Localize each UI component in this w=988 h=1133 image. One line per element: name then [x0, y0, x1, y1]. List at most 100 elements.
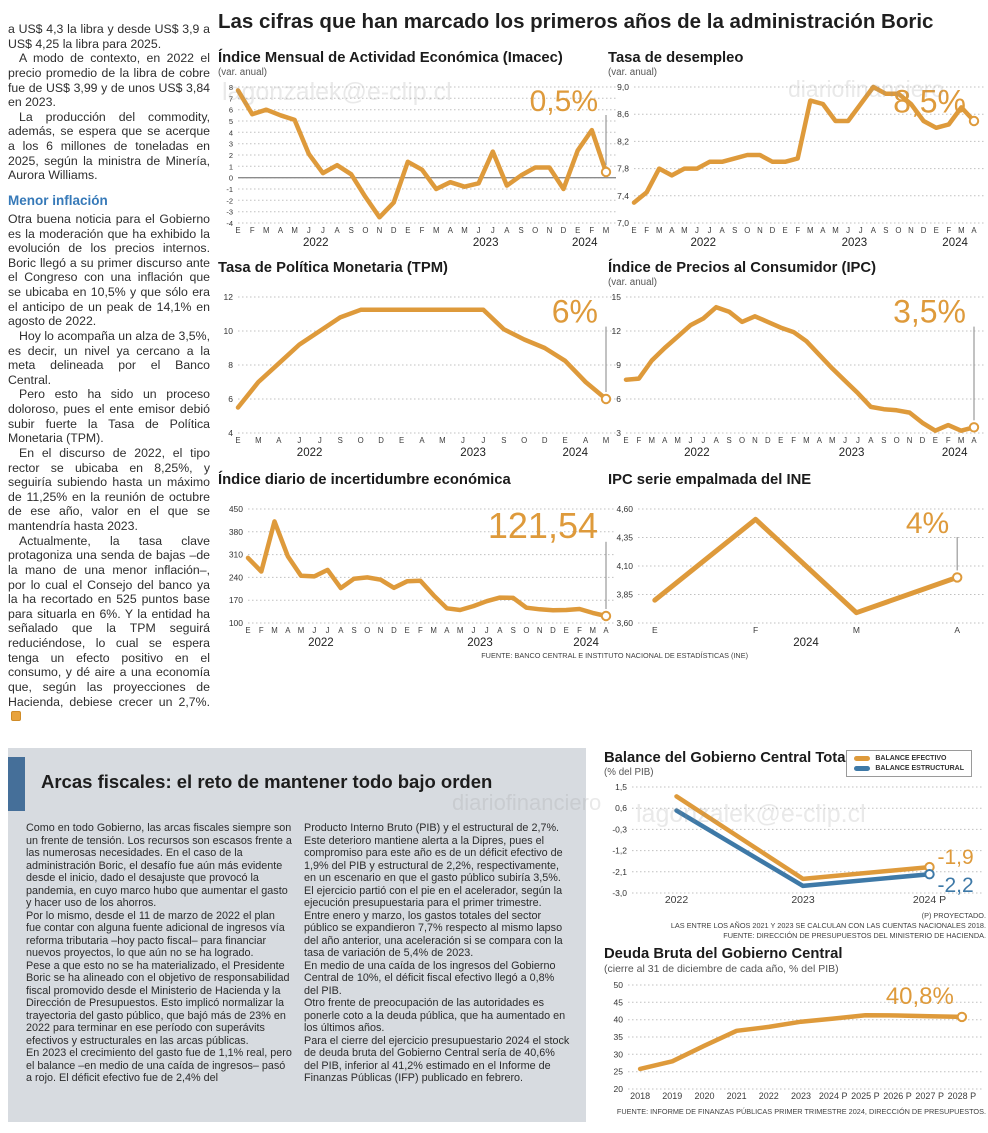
svg-text:D: D	[378, 436, 384, 445]
svg-text:A: A	[278, 226, 284, 235]
svg-text:F: F	[753, 625, 758, 635]
svg-text:J: J	[297, 436, 301, 445]
chart-desempleo: Tasa de desempleo (var. anual) 9,0 8,6 8,2…	[608, 50, 986, 251]
svg-text:M: M	[807, 226, 814, 235]
svg-text:M: M	[298, 626, 305, 635]
svg-text:J: J	[859, 226, 863, 235]
panel-paragraph: Pese a que esto no se ha materializado, …	[26, 959, 290, 1047]
svg-text:M: M	[430, 626, 437, 635]
svg-text:J: J	[843, 436, 847, 445]
svg-text:2024: 2024	[942, 447, 968, 459]
svg-text:O: O	[739, 436, 745, 445]
svg-text:F: F	[644, 226, 649, 235]
svg-text:N: N	[907, 436, 913, 445]
ipc-empalmada-plot: 4,60 4,35 4,10 3,85 3,60 E F M A 2024 4%	[608, 501, 986, 651]
svg-text:J: J	[695, 226, 699, 235]
svg-text:J: J	[471, 626, 475, 635]
tpm-plot: 12 10 8 6 4 E M A J J S O D E A M J J S O D E A M 2022 2023 2024 6%	[218, 289, 618, 461]
svg-text:-2,1: -2,1	[612, 867, 627, 877]
svg-text:2022: 2022	[665, 894, 689, 906]
svg-text:4,35: 4,35	[616, 533, 633, 543]
svg-text:F: F	[946, 226, 951, 235]
svg-text:2020: 2020	[694, 1091, 714, 1101]
svg-text:A: A	[338, 626, 344, 635]
svg-text:O: O	[894, 436, 900, 445]
panel-paragraph: Para el cierre del ejercicio presupuesta…	[304, 1034, 570, 1085]
svg-text:S: S	[726, 436, 731, 445]
chart-subtitle	[218, 276, 618, 289]
svg-text:40: 40	[614, 1015, 624, 1025]
svg-text:7,4: 7,4	[617, 191, 629, 201]
chart-note: (P) PROYECTADO.	[921, 911, 986, 921]
panel-paragraph: En medio de una caída de los ingresos de…	[304, 959, 556, 997]
svg-text:2028 P: 2028 P	[948, 1091, 977, 1101]
svg-text:9,0: 9,0	[617, 82, 629, 92]
svg-text:2024: 2024	[942, 237, 968, 249]
svg-text:8,5%: 8,5%	[893, 84, 966, 120]
svg-text:-3: -3	[226, 208, 233, 217]
chart-subtitle: (var. anual)	[218, 67, 268, 79]
svg-text:-3,0: -3,0	[612, 888, 627, 898]
svg-text:A: A	[868, 436, 874, 445]
svg-text:F: F	[577, 626, 582, 635]
svg-text:D: D	[391, 626, 397, 635]
svg-text:50: 50	[614, 980, 624, 990]
chart-subtitle: (cierre al 31 de diciembre de cada año, …	[604, 963, 839, 976]
svg-text:2024: 2024	[573, 637, 599, 649]
svg-text:M: M	[603, 436, 610, 445]
svg-text:J: J	[491, 226, 495, 235]
panel-column-1: Como en todo Gobierno, las arcas fiscale…	[26, 822, 292, 1085]
svg-text:F: F	[589, 226, 594, 235]
svg-text:0,6: 0,6	[615, 803, 627, 813]
article-left-column: a US$ 4,3 la libra y desde US$ 3,9 a US$…	[8, 22, 210, 724]
svg-text:-1,9: -1,9	[938, 846, 974, 869]
svg-text:A: A	[276, 436, 282, 445]
panel-paragraph: En 2023 el crecimiento del gasto fue de …	[26, 1047, 292, 1085]
svg-text:E: E	[631, 226, 636, 235]
svg-text:450: 450	[229, 504, 243, 514]
svg-text:M: M	[589, 626, 596, 635]
svg-text:D: D	[550, 626, 556, 635]
svg-text:2023: 2023	[473, 237, 499, 249]
svg-text:N: N	[752, 436, 758, 445]
svg-text:2025 P: 2025 P	[851, 1091, 880, 1101]
svg-text:1,5: 1,5	[615, 782, 627, 792]
svg-text:M: M	[461, 226, 468, 235]
chart-balance: BALANCE EFECTIVO BALANCE ESTRUCTURAL Bal…	[604, 750, 986, 941]
svg-text:A: A	[603, 626, 609, 635]
chart-title: Índice Mensual de Actividad Económica (I…	[218, 50, 563, 66]
svg-text:S: S	[511, 626, 516, 635]
svg-text:E: E	[652, 625, 658, 635]
svg-text:E: E	[399, 436, 404, 445]
svg-text:A: A	[714, 436, 720, 445]
panel-paragraph: El ejercicio partió con el pie en el ace…	[304, 884, 563, 960]
svg-text:M: M	[656, 226, 663, 235]
svg-text:2022: 2022	[691, 237, 717, 249]
svg-text:12: 12	[224, 292, 234, 302]
svg-text:N: N	[377, 226, 383, 235]
svg-text:2019: 2019	[662, 1091, 682, 1101]
svg-text:M: M	[674, 436, 681, 445]
svg-text:A: A	[662, 436, 668, 445]
svg-text:2023: 2023	[791, 894, 815, 906]
panel-paragraph: Como en todo Gobierno, las arcas fiscale…	[26, 822, 292, 910]
article-paragraph: Actualmente, la tasa clave protagoniza u…	[8, 534, 210, 724]
svg-text:E: E	[245, 626, 250, 635]
svg-text:F: F	[420, 226, 425, 235]
accent-bar	[8, 757, 25, 811]
svg-text:2022: 2022	[297, 447, 323, 459]
svg-text:2026 P: 2026 P	[883, 1091, 912, 1101]
incertidumbre-plot: 450 380 310 240 170 100 E F M A M J J A S O N D E F M A M J J A S O…	[218, 501, 618, 651]
svg-text:F: F	[946, 436, 951, 445]
panel-title: Arcas fiscales: el reto de mantener todo…	[41, 771, 493, 792]
svg-text:E: E	[562, 436, 567, 445]
svg-text:A: A	[817, 436, 823, 445]
estructural-swatch-icon	[854, 766, 871, 771]
svg-text:4: 4	[229, 129, 233, 138]
svg-text:A: A	[971, 436, 977, 445]
chart-title: Balance del Gobierno Central Total	[604, 750, 850, 766]
efectivo-swatch-icon	[854, 756, 871, 761]
svg-text:6: 6	[229, 106, 233, 115]
svg-text:310: 310	[229, 550, 243, 560]
